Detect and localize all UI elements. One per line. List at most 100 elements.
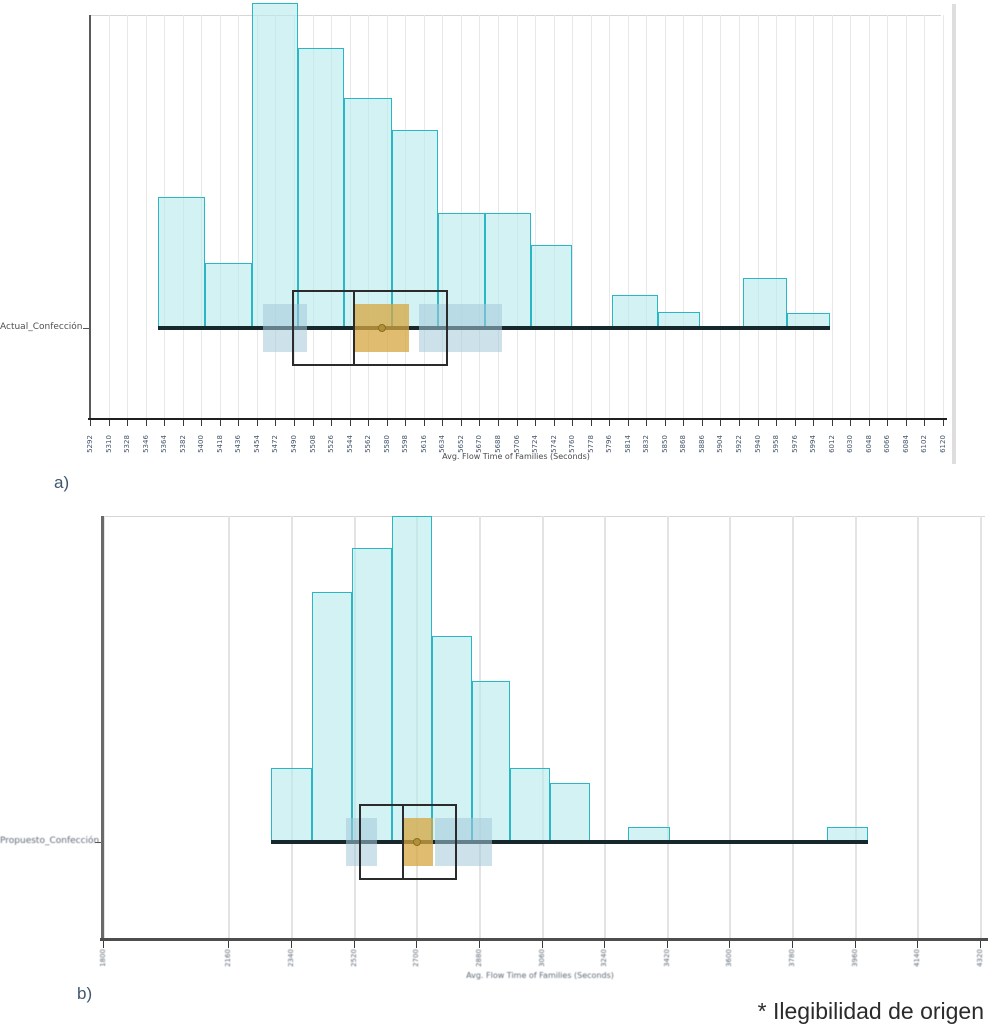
x-tick [219, 420, 221, 426]
x-tick [423, 420, 425, 426]
x-tick [854, 941, 856, 948]
gridline [604, 516, 607, 938]
x-tick [757, 420, 759, 426]
category-label: Actual_Confección [0, 322, 83, 332]
x-tick [312, 420, 314, 426]
mean-dot [377, 324, 386, 332]
x-tick [729, 941, 731, 948]
x-axis-line [100, 938, 988, 941]
histogram-bar [344, 98, 392, 328]
gridline [108, 15, 110, 418]
x-tick [293, 420, 295, 426]
x-axis-title: Avg. Flow Time of Families (Seconds) [442, 452, 590, 461]
histogram-bar [298, 48, 345, 328]
window-right-edge [952, 4, 956, 464]
gridline [572, 15, 574, 418]
x-tick [627, 420, 629, 426]
gridline [664, 15, 666, 418]
y-axis-line [101, 516, 104, 938]
percentile-ci-low [263, 304, 308, 352]
x-axis-title: Avg. Flow Time of Families (Seconds) [466, 971, 614, 980]
x-tick [604, 941, 606, 948]
x-tick [275, 420, 277, 426]
x-tick [590, 420, 592, 426]
x-tick [405, 420, 407, 426]
x-tick [386, 420, 388, 426]
gridline [924, 15, 926, 418]
median-line [401, 804, 404, 880]
histogram-bar [549, 783, 590, 842]
x-tick [238, 420, 240, 426]
plot-top-border [103, 516, 985, 517]
plot-top-border [90, 15, 941, 16]
x-tick [201, 420, 203, 426]
x-tick [103, 941, 104, 948]
x-tick [460, 420, 462, 426]
gridline [541, 516, 544, 938]
histogram-bar [530, 245, 573, 328]
x-tick [572, 420, 574, 426]
gridline [850, 15, 852, 418]
category-tick [95, 842, 101, 843]
caption-b: b) [77, 984, 93, 1003]
gridline [103, 516, 105, 938]
x-tick-label: 4320 [976, 949, 984, 967]
x-tick [776, 420, 778, 426]
gridline [553, 15, 555, 418]
x-tick [368, 420, 370, 426]
x-tick [924, 420, 926, 426]
gridline [868, 15, 870, 418]
x-tick [720, 420, 722, 426]
percentile-ci-high [435, 818, 493, 866]
x-tick [666, 941, 668, 948]
gridline [666, 516, 669, 938]
x-tick-label: 3600 [725, 949, 734, 967]
gridline [905, 15, 907, 418]
x-tick [290, 941, 292, 948]
x-tick [813, 420, 815, 426]
x-tick [416, 941, 418, 948]
gridline [290, 516, 293, 938]
x-tick [943, 420, 944, 426]
x-tick [349, 420, 351, 426]
x-tick [516, 420, 518, 426]
x-tick [683, 420, 685, 426]
x-tick [256, 420, 258, 426]
gridline [917, 516, 920, 938]
gridline [228, 516, 231, 938]
x-axis-line [88, 418, 947, 420]
box-plot-outline [359, 804, 457, 880]
percentile-ci-high [418, 304, 503, 352]
gridline [535, 15, 537, 418]
histogram-bar [391, 516, 432, 842]
histogram-bar [205, 263, 252, 328]
gridline [238, 15, 240, 418]
histogram-bar [431, 636, 472, 842]
gridline [794, 15, 796, 418]
median-line [352, 290, 355, 366]
gridline [609, 15, 611, 418]
x-tick [479, 420, 481, 426]
gridline [739, 15, 741, 418]
gridline [776, 15, 778, 418]
gridline [792, 516, 795, 938]
x-tick [541, 941, 543, 948]
gridline [145, 15, 147, 418]
x-tick [108, 420, 110, 426]
histogram-bar [391, 130, 439, 328]
x-tick [127, 420, 129, 426]
gridline [854, 516, 857, 938]
x-tick [228, 941, 230, 948]
histogram-bar [509, 768, 550, 842]
gridline [980, 516, 982, 938]
x-tick [182, 420, 184, 426]
x-tick-label: 2520 [349, 949, 358, 967]
x-tick [664, 420, 666, 426]
gridline [720, 15, 722, 418]
x-tick [850, 420, 852, 426]
x-tick [90, 420, 91, 426]
percentile-ci-low [345, 818, 377, 866]
